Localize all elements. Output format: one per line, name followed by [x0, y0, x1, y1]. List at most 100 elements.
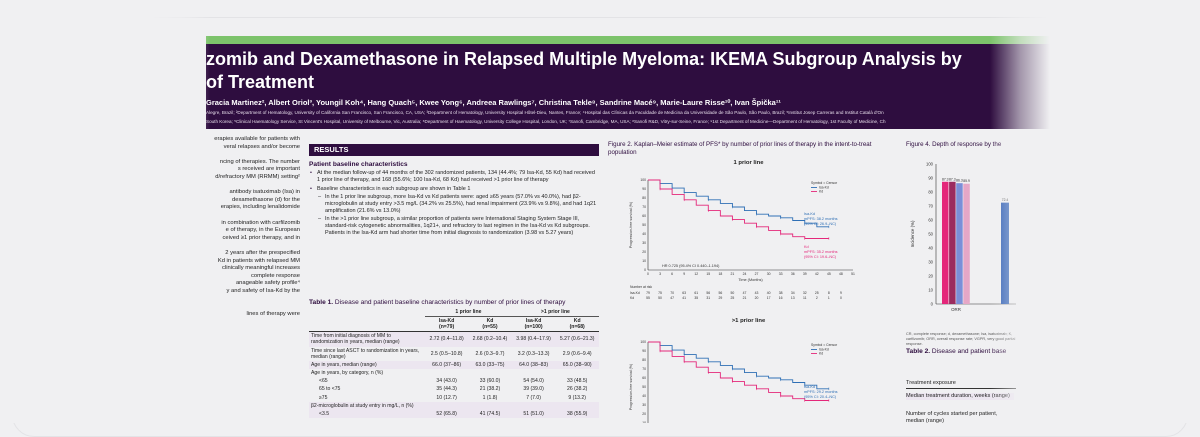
risk-count-kd: 2 [816, 296, 818, 300]
intro-line: antibody isatuximab (Isa) in [229, 189, 300, 196]
row-label: Age in years, median (range) [309, 360, 425, 369]
intro-line [206, 295, 300, 303]
bullet-followup: At the median follow-up of 44 months of … [309, 170, 599, 185]
risk-count-isakd: 38 [779, 291, 783, 295]
fig4-y-tick: 20 [928, 274, 933, 279]
y-tick-label: 30 [642, 403, 646, 407]
risk-table-label: Number at risk [630, 285, 652, 289]
affiliations-line1: Alegre, Brazil; ²Department of Hematolog… [206, 110, 884, 115]
col-arm: Isa-Kd [525, 318, 542, 325]
intro-line [206, 182, 300, 190]
table-row: Age in years, by category, n (%) [309, 369, 599, 377]
risk-count-isakd: 34 [791, 291, 795, 295]
cell-value: 9 (13.2) [568, 394, 586, 401]
table-row: ≥75 10 (12.7) 1 (1.8) 7 (7.0) 9 (13.2) [309, 394, 599, 402]
figure4-title: Figure 4. Depth of response by the [906, 141, 1002, 148]
col-n: (n=55) [482, 324, 498, 331]
fig4-y-tick: 80 [928, 190, 933, 195]
table2-title-text: Disease and patient base [930, 348, 1007, 355]
cell-value: 39 (39.0) [523, 386, 544, 393]
intro-line: e of therapy, in the European [225, 227, 300, 234]
table1-group-one-prior: 1 prior line [425, 308, 512, 318]
risk-count-kd: 55 [646, 296, 650, 300]
risk-count-isakd: 75 [658, 291, 662, 295]
y-tick-label: 80 [642, 196, 646, 200]
cell-value: 66.0 (37–86) [425, 360, 469, 369]
risk-count-isakd: 70 [670, 291, 674, 295]
risk-count-kd: 0 [840, 296, 842, 300]
row-label: <65 [319, 378, 328, 385]
x-tick-label: 27 [755, 272, 759, 276]
table1-col-header: Kd (n=55) [468, 316, 512, 333]
y-tick-label: 90 [642, 349, 646, 353]
y-tick-label: 30 [642, 241, 646, 245]
intro-line: erapies available for patients with [214, 136, 300, 142]
legend-title: Symbol = Censor [811, 181, 838, 185]
fig4-y-tick: 90 [928, 176, 933, 181]
table1-col-header: Isa-Kd (n=100) [511, 316, 556, 333]
risk-count-isakd: 32 [803, 291, 807, 295]
km-panel-more-prior: >1 prior line Progression-free survival … [626, 318, 871, 423]
fig4-y-label: Incidence (%) [910, 220, 915, 247]
row-label: β2-microglobulin at study entry in mg/L,… [309, 401, 425, 410]
intro-line: y and safety of Isa-Kd by the [226, 287, 300, 294]
risk-count-isakd: 8 [828, 291, 830, 295]
fig4-y-tick: 10 [928, 288, 933, 293]
cell-value: 41 (74.5) [468, 409, 512, 419]
x-tick-label: 0 [647, 272, 649, 276]
risk-count-kd: 29 [718, 296, 722, 300]
cell-value: 2.6 (0.3–9.7) [475, 350, 505, 357]
fig4-y-tick: 30 [928, 260, 933, 265]
risk-count-kd: 11 [803, 296, 807, 300]
fig4-bar-right-label: 72.4 [1002, 198, 1009, 202]
fig4-y-tick: 60 [928, 218, 933, 223]
cell-value: 2.72 (0.4–11.8) [425, 331, 469, 347]
risk-count-isakd: 56 [706, 291, 710, 295]
cell-value: 52 (65.8) [425, 409, 469, 419]
risk-row-isakd-label: Isa-Kd [630, 291, 640, 295]
fig4-bar-right [1001, 202, 1009, 304]
legend-label-isakd: Isa-Kd [819, 348, 829, 352]
table-row: <3.5 52 (65.8) 41 (74.5) 51 (51.0) 38 (55.9) [309, 409, 599, 419]
figure2-title: Figure 2. Kaplan–Meier estimate of PFS* … [608, 141, 872, 156]
bullet-baseline: Baseline characteristics in each subgrou… [309, 186, 599, 194]
fig4-bar-label: 85.9 [963, 179, 970, 183]
fig4-bar-label: 87.3 [949, 177, 956, 181]
cell-value [512, 369, 556, 377]
y-axis-label: Progression-free survival (%) [629, 364, 633, 410]
y-tick-label: 50 [642, 223, 646, 227]
cell-value: 64.0 (38–83) [511, 360, 556, 369]
cell-value: 51 (51.0) [511, 409, 556, 419]
cell-value [555, 369, 599, 377]
table-row: β2-microglobulin at study entry in mg/L,… [309, 401, 599, 410]
x-tick-label: 42 [815, 272, 819, 276]
cell-value [425, 401, 469, 410]
intro-line [206, 151, 300, 159]
row-label: <3.5 [309, 409, 425, 419]
left-fade-overlay [0, 0, 210, 423]
table-row: <65 34 (43.0) 33 (60.0) 54 (54.0) 33 (48.5) [309, 377, 599, 385]
x-tick-label: 30 [767, 272, 771, 276]
cell-value: 54 (54.0) [523, 378, 544, 385]
annotation2-isakd-ci: (95% CI: 20.4–NC) [804, 395, 837, 399]
table1-title-label: Table 1. [309, 299, 334, 306]
intro-line: anageable safety profile⁴ [235, 280, 300, 287]
hazard-ratio: HR 0.725 (95.4% CI 0.440–1.194) [662, 264, 720, 268]
x-tick-label: 33 [779, 272, 783, 276]
y-tick-label: 60 [642, 214, 646, 218]
fig4-y-tick: 100 [926, 162, 934, 167]
col-n: (n=68) [569, 324, 585, 331]
cell-value: 65.0 (38–90) [555, 360, 599, 369]
y-tick-label: 40 [642, 394, 646, 398]
cell-value: 33 (48.5) [566, 378, 588, 385]
intro-line: lines of therapy were [246, 310, 301, 317]
affiliations-line2: South Korea; ⁵Clinical Haematology Servi… [206, 119, 886, 124]
section-title: Patient baseline characteristics [309, 161, 408, 168]
km-curve-isakd [648, 179, 829, 228]
risk-count-isakd: 56 [718, 291, 722, 295]
intro-line [206, 212, 300, 220]
risk-count-isakd: 43 [755, 291, 759, 295]
risk-count-kd: 1 [828, 296, 830, 300]
km-panel2-title: >1 prior line [731, 318, 766, 324]
